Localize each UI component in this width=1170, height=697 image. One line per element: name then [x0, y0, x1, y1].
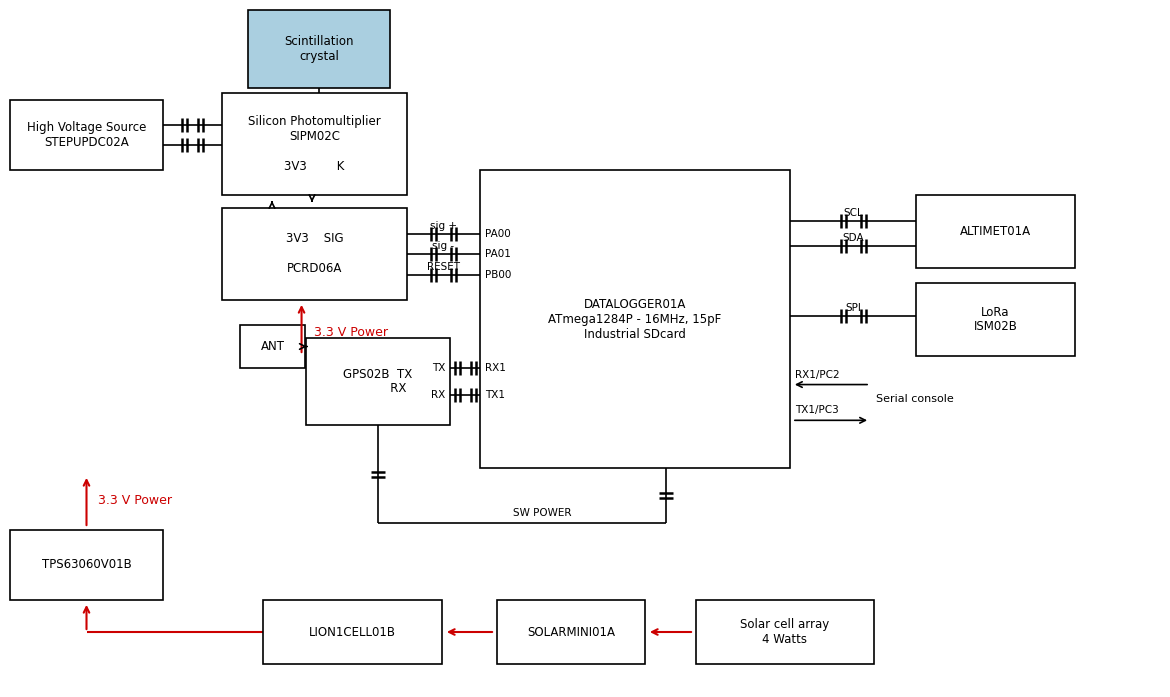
Text: PA00: PA00	[486, 229, 511, 239]
Text: TPS63060V01B: TPS63060V01B	[42, 558, 131, 572]
Text: TX1/PC3: TX1/PC3	[794, 406, 839, 415]
Bar	[480, 170, 790, 468]
Bar	[240, 325, 305, 368]
Text: PB00: PB00	[486, 270, 511, 280]
Text: TX: TX	[432, 363, 445, 374]
Text: SCL: SCL	[844, 208, 863, 217]
Text: RX1/PC2: RX1/PC2	[794, 369, 840, 380]
Bar	[696, 600, 874, 664]
Text: SW POWER: SW POWER	[512, 508, 571, 518]
Bar	[263, 600, 442, 664]
Text: TX1: TX1	[486, 390, 505, 399]
Bar	[916, 283, 1075, 356]
Bar	[248, 10, 390, 88]
Text: 3V3    SIG

PCRD06A: 3V3 SIG PCRD06A	[285, 233, 343, 275]
Text: ALTIMET01A: ALTIMET01A	[959, 225, 1031, 238]
Text: SPI: SPI	[845, 303, 861, 313]
Text: sig +: sig +	[431, 221, 457, 231]
Text: 3.3 V Power: 3.3 V Power	[314, 325, 387, 339]
Text: Serial console: Serial console	[876, 394, 954, 404]
Text: PA01: PA01	[486, 249, 511, 259]
Text: Scintillation
crystal: Scintillation crystal	[284, 35, 353, 63]
Text: High Voltage Source
STEPUPDC02A: High Voltage Source STEPUPDC02A	[27, 121, 146, 149]
Bar	[916, 195, 1075, 268]
Text: RESET: RESET	[427, 262, 460, 272]
Text: LoRa
ISM02B: LoRa ISM02B	[973, 305, 1018, 333]
Bar	[307, 338, 450, 425]
Text: LION1CELL01B: LION1CELL01B	[309, 625, 395, 638]
Text: Silicon Photomultiplier
SIPM02C

3V3        K: Silicon Photomultiplier SIPM02C 3V3 K	[248, 115, 381, 173]
Text: GPS02B  TX
           RX: GPS02B TX RX	[343, 367, 413, 395]
Bar	[222, 208, 407, 300]
Text: SOLARMINI01A: SOLARMINI01A	[526, 625, 615, 638]
Text: DATALOGGER01A
ATmega1284P - 16MHz, 15pF
Industrial SDcard: DATALOGGER01A ATmega1284P - 16MHz, 15pF …	[549, 298, 722, 341]
Bar	[11, 530, 163, 600]
Text: ANT: ANT	[261, 340, 284, 353]
Text: SDA: SDA	[842, 233, 863, 243]
Text: Solar cell array
4 Watts: Solar cell array 4 Watts	[741, 618, 830, 646]
Bar	[222, 93, 407, 195]
Text: RX1: RX1	[486, 363, 505, 374]
Bar	[11, 100, 163, 170]
Text: sig -: sig -	[433, 241, 455, 251]
Bar	[497, 600, 645, 664]
Text: 3.3 V Power: 3.3 V Power	[98, 493, 172, 507]
Text: RX: RX	[431, 390, 445, 399]
